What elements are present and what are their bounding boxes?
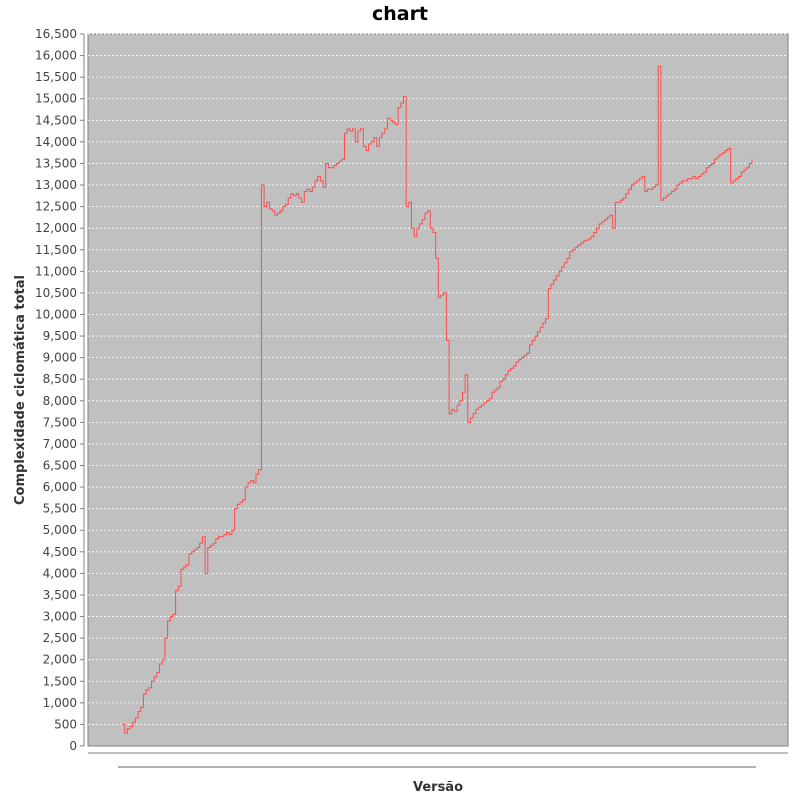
- y-tick-label: 15,500: [35, 70, 77, 84]
- y-tick-label: 10,000: [35, 307, 77, 321]
- y-tick-label: 7,500: [43, 415, 77, 429]
- y-tick-label: 9,000: [43, 351, 77, 365]
- y-tick-label: 16,000: [35, 49, 77, 63]
- y-axis-ticks: 0 500 1,000 1,500 2,000 2,500 3,000 3,500 4,000 4…: [35, 27, 84, 753]
- y-tick-label: 2,500: [43, 631, 77, 645]
- chart-title: chart: [372, 3, 428, 25]
- y-tick-label: 7,000: [43, 437, 77, 451]
- y-tick-label: 3,000: [43, 610, 77, 624]
- y-tick-label: 16,500: [35, 27, 77, 41]
- y-tick-label: 6,500: [43, 459, 77, 473]
- y-tick-label: 6,000: [43, 480, 77, 494]
- y-tick-label: 11,000: [35, 264, 77, 278]
- y-tick-label: 1,000: [43, 696, 77, 710]
- y-tick-label: 3,500: [43, 588, 77, 602]
- y-tick-label: 2,000: [43, 653, 77, 667]
- y-tick-label: 1,500: [43, 674, 77, 688]
- y-tick-label: 4,000: [43, 566, 77, 580]
- y-axis-label: Complexidade ciclomática total: [13, 275, 28, 505]
- series-line: [122, 65, 753, 734]
- y-tick-label: 13,500: [35, 156, 77, 170]
- y-tick-label: 500: [54, 717, 77, 731]
- y-tick-label: 4,500: [43, 545, 77, 559]
- y-tick-label: 13,000: [35, 178, 77, 192]
- x-axis-label: Versão: [413, 780, 463, 795]
- y-tick-label: 5,000: [43, 523, 77, 537]
- y-tick-label: 11,500: [35, 243, 77, 257]
- y-tick-label: 12,000: [35, 221, 77, 235]
- y-tick-label: 9,500: [43, 329, 77, 343]
- y-tick-label: 14,500: [35, 113, 77, 127]
- y-tick-label: 14,000: [35, 135, 77, 149]
- y-tick-label: 5,500: [43, 502, 77, 516]
- y-tick-label: 8,000: [43, 394, 77, 408]
- plot-area: [87, 33, 789, 747]
- y-tick-label: 12,500: [35, 200, 77, 214]
- y-tick-label: 8,500: [43, 372, 77, 386]
- y-tick-label: 15,000: [35, 92, 77, 106]
- y-tick-label: 0: [69, 739, 77, 753]
- y-tick-label: 10,500: [35, 286, 77, 300]
